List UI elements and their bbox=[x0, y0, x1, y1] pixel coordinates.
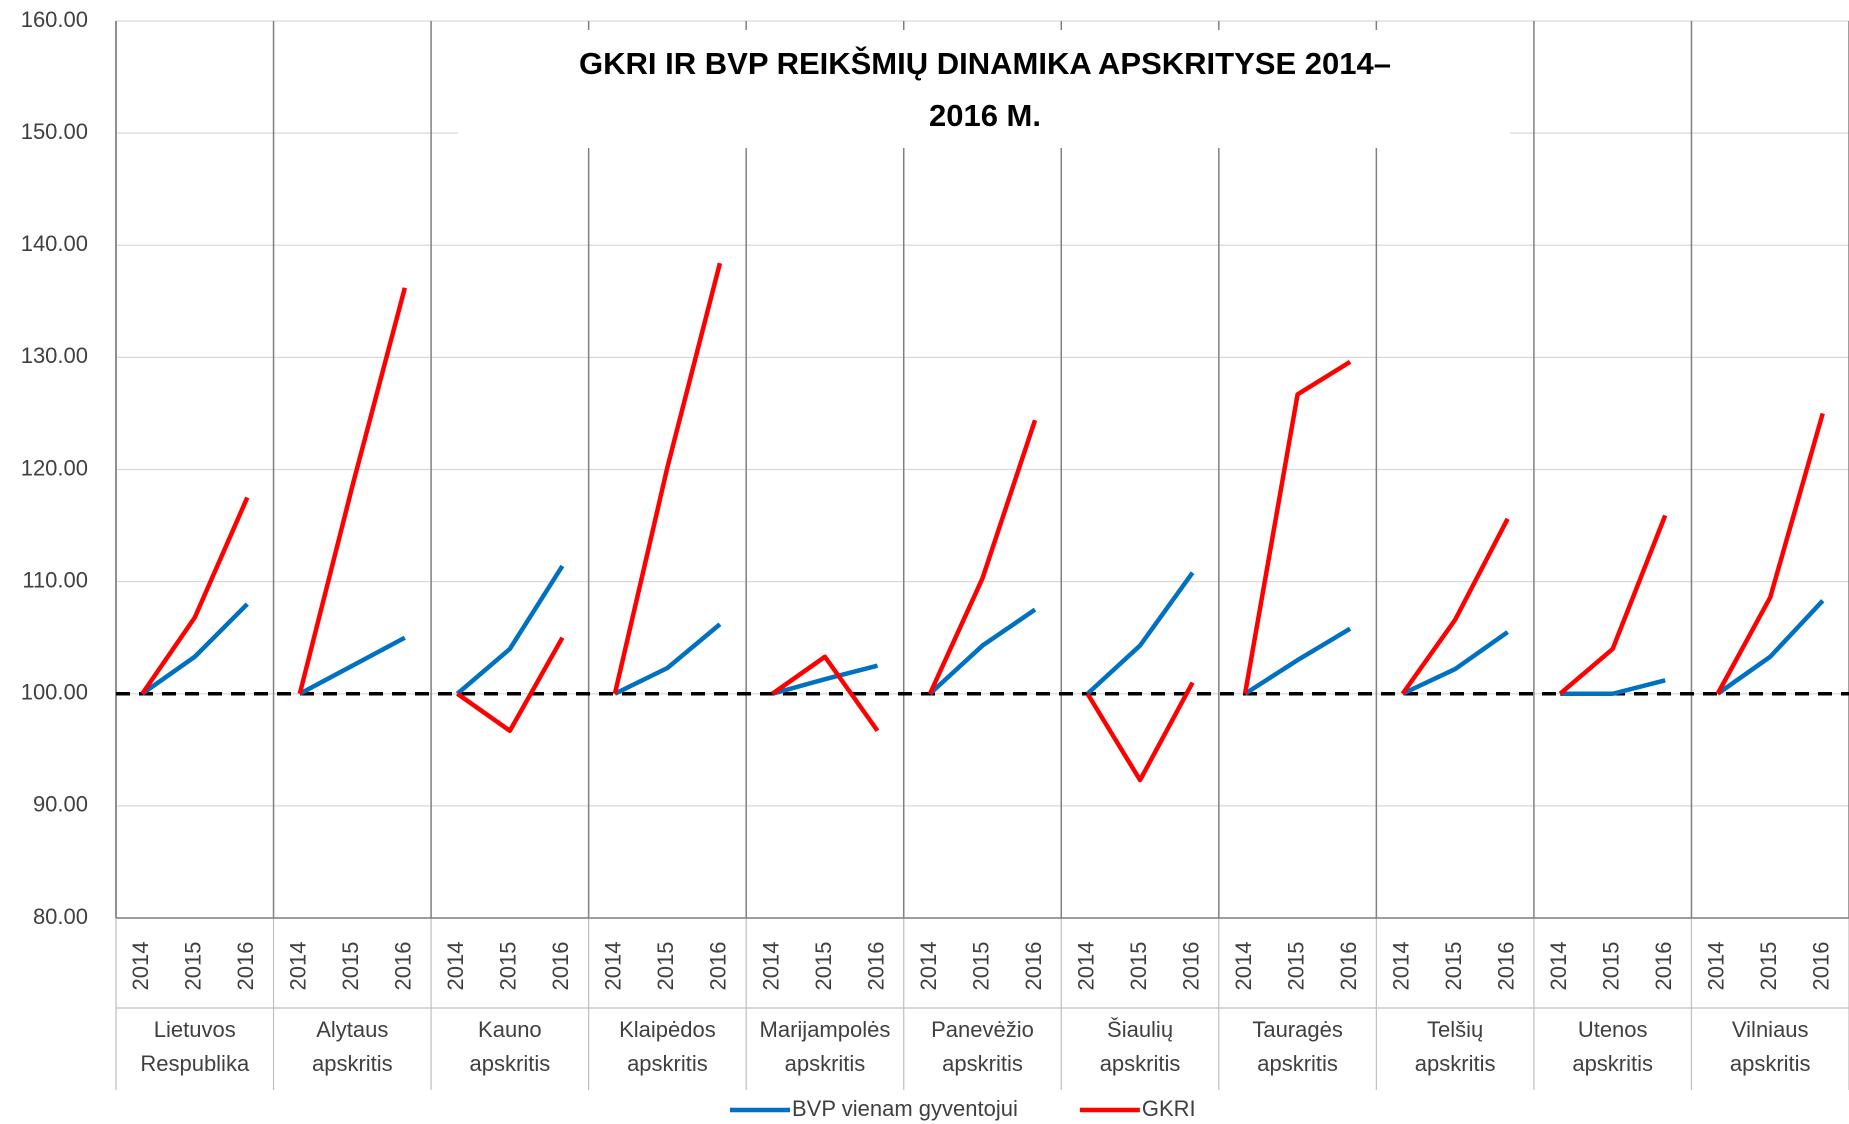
x-tick-label: 2016 bbox=[1651, 942, 1676, 991]
x-tick-label: 2016 bbox=[1021, 942, 1046, 991]
x-tick-label: 2014 bbox=[1388, 942, 1413, 991]
y-tick-label: 150.00 bbox=[21, 119, 88, 144]
chart-title: 2016 M. bbox=[929, 98, 1041, 133]
x-tick-label: 2015 bbox=[1756, 942, 1781, 991]
x-tick-label: 2014 bbox=[286, 942, 311, 991]
group-label: Utenos bbox=[1578, 1017, 1648, 1042]
group-label: apskritis bbox=[1415, 1051, 1496, 1076]
x-tick-label: 2014 bbox=[758, 942, 783, 991]
group-label: apskritis bbox=[312, 1051, 393, 1076]
group-label: Telšių bbox=[1427, 1017, 1483, 1042]
series-line bbox=[140, 496, 250, 696]
chart-title: GKRI IR BVP REIKŠMIŲ DINAMIKA APSKRITYSE… bbox=[579, 45, 1391, 81]
x-tick-label: 2016 bbox=[706, 942, 731, 991]
y-tick-label: 110.00 bbox=[22, 567, 88, 592]
x-tick-label: 2016 bbox=[1809, 942, 1834, 991]
x-tick-label: 2014 bbox=[1073, 942, 1098, 991]
x-tick-label: 2015 bbox=[653, 942, 678, 991]
series-line bbox=[1243, 626, 1352, 696]
series-line bbox=[1715, 412, 1825, 695]
x-tick-label: 2014 bbox=[128, 942, 153, 991]
series-line bbox=[1242, 359, 1352, 695]
group-label: Kauno bbox=[478, 1017, 542, 1042]
series-line bbox=[1558, 514, 1668, 696]
legend-label: BVP vienam gyventojui bbox=[792, 1096, 1018, 1121]
series-line bbox=[1400, 517, 1510, 696]
series-line bbox=[928, 607, 1037, 696]
x-tick-label: 2016 bbox=[1493, 942, 1518, 991]
x-tick-label: 2015 bbox=[811, 942, 836, 991]
series-line bbox=[298, 635, 406, 696]
x-tick-label: 2016 bbox=[391, 942, 416, 991]
x-tick-label: 2016 bbox=[1336, 942, 1361, 991]
series-line bbox=[456, 636, 565, 734]
title-box bbox=[458, 30, 1510, 148]
y-tick-label: 90.00 bbox=[33, 792, 88, 817]
x-tick-label: 2014 bbox=[916, 942, 941, 991]
group-label: Marijampolės bbox=[760, 1017, 891, 1042]
x-tick-label: 2014 bbox=[1704, 942, 1729, 991]
x-tick-label: 2014 bbox=[601, 942, 626, 991]
x-tick-label: 2016 bbox=[233, 942, 258, 991]
group-label: apskritis bbox=[785, 1051, 866, 1076]
group-label: apskritis bbox=[1572, 1051, 1653, 1076]
group-label: Šiaulių bbox=[1107, 1017, 1173, 1042]
y-tick-label: 140.00 bbox=[21, 231, 88, 256]
y-tick-label: 160.00 bbox=[21, 7, 88, 32]
y-tick-label: 130.00 bbox=[21, 343, 88, 368]
group-label: apskritis bbox=[942, 1051, 1023, 1076]
series-line bbox=[1401, 630, 1509, 696]
x-tick-label: 2015 bbox=[338, 942, 363, 991]
x-tick-label: 2015 bbox=[496, 942, 521, 991]
series-line bbox=[140, 602, 249, 696]
series-line bbox=[771, 663, 879, 696]
group-label: Klaipėdos bbox=[619, 1017, 716, 1042]
x-tick-label: 2015 bbox=[181, 942, 206, 991]
y-tick-label: 80.00 bbox=[33, 904, 88, 929]
x-tick-label: 2014 bbox=[1231, 942, 1256, 991]
series-line bbox=[455, 564, 565, 696]
series-line bbox=[1716, 599, 1825, 696]
legend-label: GKRI bbox=[1142, 1096, 1196, 1121]
series-line bbox=[612, 262, 723, 695]
x-tick-label: 2014 bbox=[1546, 942, 1571, 991]
series-line bbox=[927, 419, 1038, 695]
group-label: Alytaus bbox=[316, 1017, 388, 1042]
y-tick-label: 120.00 bbox=[21, 455, 88, 480]
series-line bbox=[1085, 681, 1195, 783]
series-line bbox=[1086, 571, 1195, 696]
x-tick-label: 2015 bbox=[1441, 942, 1466, 991]
group-label: apskritis bbox=[1730, 1051, 1811, 1076]
y-tick-label: 100.00 bbox=[21, 680, 88, 705]
group-label: Panevėžio bbox=[931, 1017, 1034, 1042]
group-label: Tauragės bbox=[1252, 1017, 1343, 1042]
series-line bbox=[613, 622, 722, 696]
group-label: apskritis bbox=[1100, 1051, 1181, 1076]
x-tick-label: 2015 bbox=[1283, 942, 1308, 991]
x-tick-label: 2014 bbox=[443, 942, 468, 991]
x-tick-label: 2015 bbox=[1126, 942, 1151, 991]
group-label: apskritis bbox=[627, 1051, 708, 1076]
series-line bbox=[771, 654, 880, 733]
x-tick-label: 2016 bbox=[863, 942, 888, 991]
series-line bbox=[1560, 678, 1666, 696]
x-tick-label: 2015 bbox=[1598, 942, 1623, 991]
x-tick-label: 2015 bbox=[968, 942, 993, 991]
series-line bbox=[297, 287, 408, 695]
group-label: Vilniaus bbox=[1732, 1017, 1809, 1042]
group-label: apskritis bbox=[470, 1051, 551, 1076]
group-label: Respublika bbox=[140, 1051, 250, 1076]
group-label: Lietuvos bbox=[154, 1017, 236, 1042]
group-label: apskritis bbox=[1257, 1051, 1338, 1076]
x-tick-label: 2016 bbox=[548, 942, 573, 991]
x-tick-label: 2016 bbox=[1178, 942, 1203, 991]
